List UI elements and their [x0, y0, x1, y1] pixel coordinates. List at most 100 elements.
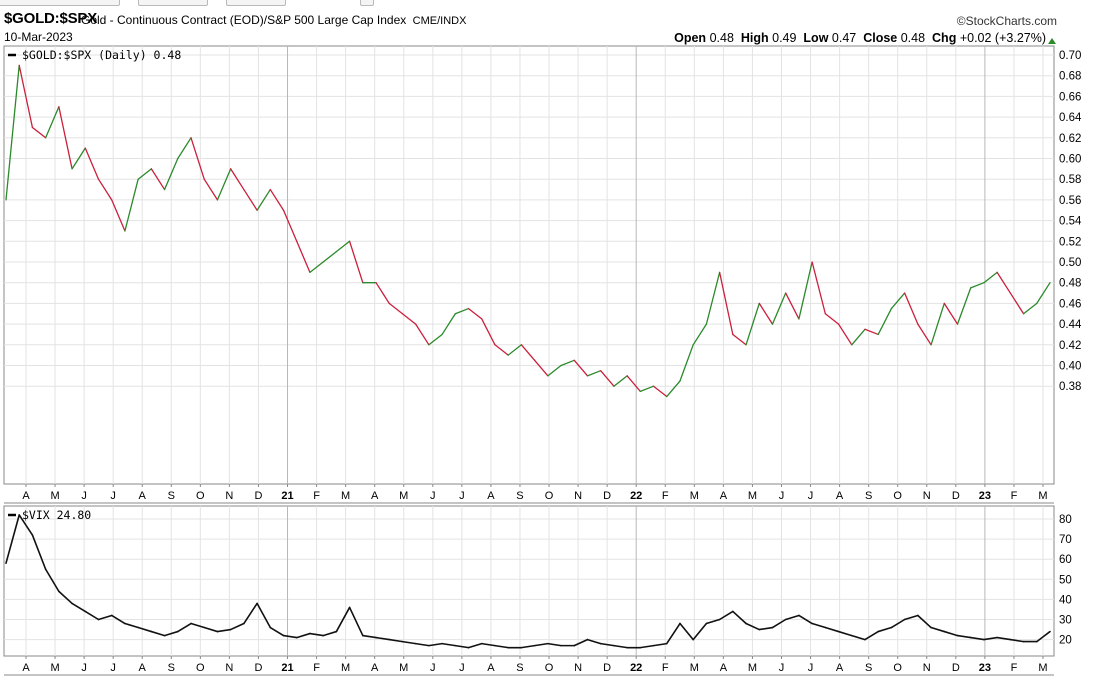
toolbar-tab[interactable] — [0, 0, 120, 6]
vix-y-tick-label: 30 — [1059, 615, 1072, 627]
vix-x-tick-label: N — [225, 662, 233, 674]
vix-series-segment — [110, 614, 126, 625]
price-y-tick-label: 0.62 — [1059, 133, 1081, 145]
price-x-tick-label: A — [487, 490, 495, 502]
vix-x-tick-label: S — [516, 662, 523, 674]
vix-series-segment — [903, 614, 919, 621]
vix-series-segment — [243, 602, 258, 625]
vix-series-segment — [18, 514, 34, 536]
vix-series-segment — [547, 642, 562, 647]
vix-x-tick-label: 21 — [281, 662, 293, 674]
price-series-segment — [851, 328, 866, 346]
vix-series-segment — [705, 618, 721, 625]
vix-series-segment — [917, 614, 932, 629]
vix-series-segment — [732, 610, 747, 625]
price-y-tick-label: 0.60 — [1059, 154, 1081, 166]
vix-x-tick-label: D — [603, 662, 611, 674]
price-x-tick-label: S — [168, 490, 175, 502]
price-series-segment — [626, 375, 641, 393]
price-x-tick-label: O — [893, 490, 902, 502]
vix-series-segment — [520, 644, 536, 649]
toolbar-tab[interactable] — [138, 0, 208, 6]
chart-description: Gold - Continuous Contract (EOD)/S&P 500… — [81, 13, 466, 27]
vix-series-segment — [414, 642, 430, 647]
vix-x-tick-label: A — [371, 662, 379, 674]
price-x-tick-label: J — [81, 490, 87, 502]
price-series-segment — [943, 302, 959, 325]
price-series-segment — [44, 106, 60, 139]
chg-value: +0.02 (+3.27%) — [959, 31, 1046, 45]
price-series-segment — [837, 323, 853, 346]
price-x-tick-label: N — [574, 490, 582, 502]
price-series-segment — [190, 137, 205, 180]
price-series-segment — [547, 364, 562, 377]
vix-series-segment — [401, 640, 417, 645]
vix-series-segment — [454, 644, 470, 649]
vix-series-segment — [480, 642, 496, 647]
price-series-segment — [124, 178, 139, 232]
price-series-segment — [930, 302, 945, 346]
price-y-tick-label: 0.70 — [1059, 50, 1081, 62]
vix-x-tick-label: F — [662, 662, 669, 674]
price-y-tick-label: 0.54 — [1059, 216, 1082, 228]
vix-x-tick-label: D — [952, 662, 960, 674]
price-x-tick-label: A — [22, 490, 30, 502]
toolbar-tab[interactable] — [226, 0, 286, 6]
vix-series-segment — [1009, 638, 1025, 643]
price-series-segment — [745, 302, 760, 346]
open-value: 0.48 — [709, 31, 734, 45]
vix-series-segment — [692, 622, 708, 641]
price-series-segment — [375, 282, 390, 305]
price-series-segment — [58, 106, 73, 170]
toolbar-tab[interactable] — [360, 0, 374, 6]
price-series-segment — [798, 261, 813, 320]
price-series-segment — [956, 287, 972, 325]
price-series-segment — [970, 282, 985, 289]
brand-logo[interactable]: ©StockCharts.com — [957, 14, 1057, 28]
price-x-tick-label: D — [952, 490, 960, 502]
price-series-segment — [652, 385, 668, 398]
vix-y-tick-label: 20 — [1059, 635, 1072, 647]
price-series-segment — [1036, 282, 1051, 305]
price-x-tick-label: F — [1011, 490, 1018, 502]
vix-series-segment — [494, 644, 509, 649]
price-y-tick-label: 0.50 — [1059, 257, 1081, 269]
vix-series-segment — [824, 626, 840, 633]
price-series-segment — [256, 188, 271, 211]
close-label: Close — [863, 31, 898, 45]
price-series-segment — [467, 307, 483, 320]
chart-date: 10-Mar-2023 — [4, 30, 73, 44]
price-series-segment — [388, 302, 404, 315]
vix-series-segment — [124, 622, 139, 629]
chart-symbol: $GOLD:$SPX — [4, 10, 98, 27]
price-x-tick-label: M — [399, 490, 408, 502]
vix-series-segment — [71, 602, 87, 613]
price-series-segment — [348, 240, 364, 284]
vix-series-segment — [362, 634, 377, 639]
price-series-segment — [983, 271, 998, 284]
vix-x-tick-label: 22 — [630, 662, 642, 674]
price-series-segment — [5, 64, 20, 201]
vix-series-segment — [467, 642, 483, 649]
price-series-segment — [1022, 302, 1038, 315]
vix-series-segment — [943, 630, 959, 637]
price-x-tick-label: M — [690, 490, 699, 502]
price-series-segment — [441, 313, 456, 336]
vix-series-segment — [269, 626, 285, 637]
price-series-segment — [481, 318, 496, 346]
vix-series-segment — [256, 602, 272, 629]
price-x-tick-label: D — [603, 490, 611, 502]
vix-x-tick-label: M — [1038, 662, 1047, 674]
vix-series-segment — [877, 626, 893, 633]
vix-series-segment — [309, 632, 324, 637]
vix-series-segment — [930, 626, 946, 633]
toolbar-strip — [0, 0, 1098, 8]
vix-x-tick-label: F — [313, 662, 320, 674]
price-x-tick-label: F — [313, 490, 320, 502]
price-series-segment — [31, 126, 47, 139]
price-series-segment — [824, 313, 840, 325]
vix-series-segment — [203, 626, 219, 633]
price-y-tick-label: 0.66 — [1059, 91, 1081, 103]
vix-series-segment — [348, 606, 364, 637]
